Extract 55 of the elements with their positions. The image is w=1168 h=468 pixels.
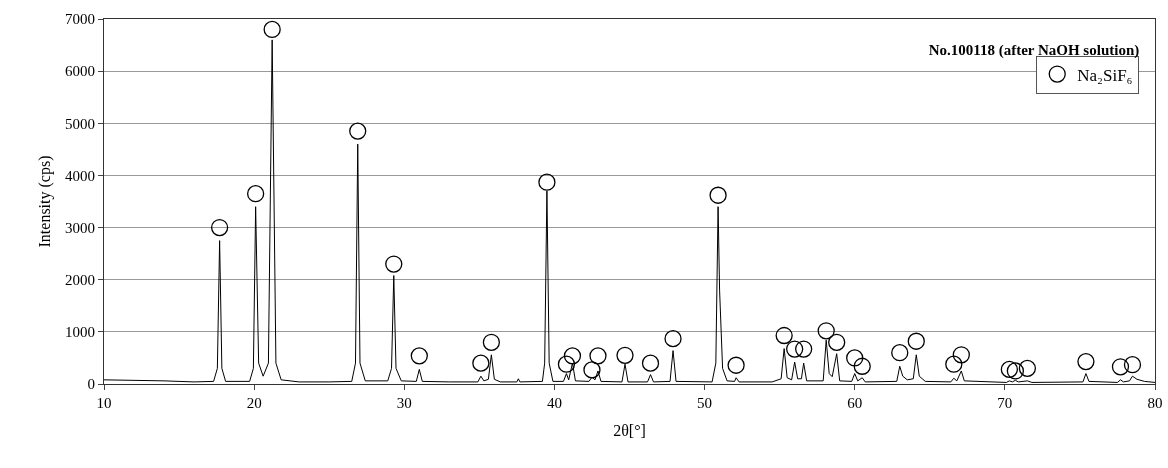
point — [853, 357, 871, 375]
x-tick-label: 30 — [396, 395, 412, 411]
point — [945, 355, 963, 373]
point — [616, 346, 634, 364]
point — [664, 329, 682, 348]
point — [563, 347, 582, 365]
point — [1000, 360, 1019, 379]
point — [538, 173, 556, 191]
point — [641, 354, 660, 372]
x-tick-label: 80 — [1147, 395, 1163, 411]
point — [1018, 359, 1037, 377]
y-tick-label: 0 — [87, 376, 95, 393]
point — [828, 333, 846, 351]
y-tick-label: 3000 — [65, 219, 95, 236]
point — [410, 347, 428, 365]
point — [210, 218, 229, 237]
point — [817, 322, 835, 340]
point — [907, 332, 925, 350]
point — [472, 354, 490, 372]
x-tick-label: 60 — [847, 395, 863, 411]
y-tick-label: 7000 — [65, 11, 95, 28]
point — [952, 346, 970, 364]
x-tick-label: 50 — [697, 395, 713, 411]
y-axis-title: Intensity (cps) — [35, 155, 54, 248]
point — [786, 340, 804, 358]
y-tick-label: 6000 — [65, 63, 95, 80]
point — [589, 347, 607, 365]
point — [891, 344, 909, 362]
point — [1123, 356, 1142, 374]
y-tick-label: 2000 — [65, 271, 95, 288]
point — [727, 356, 745, 374]
x-axis-title: 2θ[°] — [613, 421, 646, 439]
point — [247, 185, 265, 203]
point — [482, 333, 501, 351]
x-tick-label: 40 — [546, 395, 562, 411]
point — [583, 361, 601, 379]
point — [709, 186, 727, 204]
point — [1006, 362, 1025, 380]
text: No.100118 (after NaOH solution) — [928, 42, 1140, 60]
point — [557, 355, 576, 373]
point — [385, 255, 403, 273]
x-tick-label: 10 — [96, 395, 112, 411]
point — [775, 326, 793, 345]
point — [349, 122, 367, 140]
point — [846, 349, 864, 367]
point — [1077, 352, 1095, 371]
y-tick-label: 1000 — [65, 324, 95, 341]
point — [1111, 358, 1130, 376]
x-tick-label: 20 — [246, 395, 262, 411]
y-tick-label: 5000 — [65, 115, 95, 132]
y-tick-label: 4000 — [65, 167, 95, 184]
x-tick-label: 70 — [997, 395, 1013, 411]
point — [263, 20, 281, 39]
legend-label: Na₂SiF₆ — [1077, 65, 1133, 85]
point — [795, 340, 813, 358]
